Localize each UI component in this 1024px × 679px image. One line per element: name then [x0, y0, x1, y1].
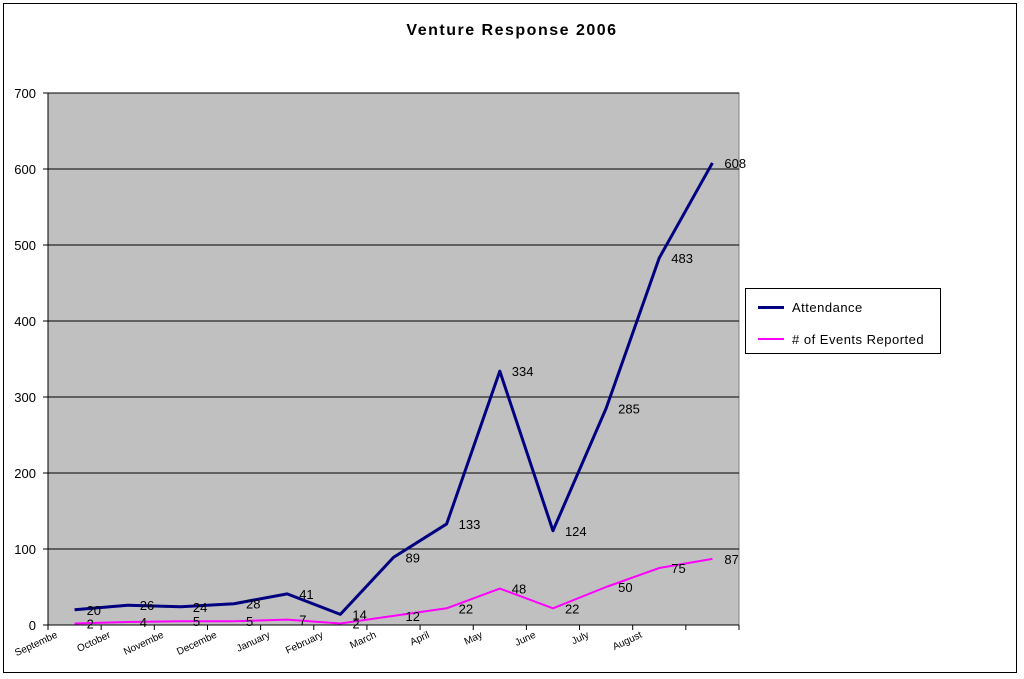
- data-label-attendance: 24: [193, 600, 207, 615]
- data-label-attendance: 14: [352, 607, 366, 622]
- legend-swatch-attendance: [758, 305, 784, 309]
- x-tick-label: July: [570, 630, 591, 647]
- data-label-events: 5: [193, 614, 200, 629]
- legend-item-events: # of Events Reported: [758, 331, 924, 347]
- data-label-events: 2: [87, 616, 94, 631]
- data-label-events: 5: [246, 614, 253, 629]
- data-label-events: 22: [565, 601, 579, 616]
- x-tick-label: October: [76, 629, 113, 654]
- data-label-events: 2: [352, 616, 359, 631]
- legend-item-attendance: Attendance: [758, 299, 863, 315]
- x-tick-label: June: [513, 630, 538, 649]
- legend: Attendance # of Events Reported: [745, 288, 941, 354]
- y-tick-label: 200: [14, 466, 36, 481]
- x-tick-label: Decembe: [175, 630, 219, 658]
- y-tick-label: 400: [14, 314, 36, 329]
- data-label-events: 87: [724, 552, 738, 567]
- data-label-attendance: 334: [512, 364, 534, 379]
- x-tick-label: January: [235, 630, 272, 655]
- y-tick-label: 600: [14, 162, 36, 177]
- data-label-events: 4: [140, 615, 147, 630]
- data-label-attendance: 28: [246, 597, 260, 612]
- x-tick-label: February: [284, 630, 325, 657]
- x-tick-label: April: [409, 630, 432, 648]
- data-label-events: 48: [512, 582, 526, 597]
- data-label-events: 7: [299, 613, 306, 628]
- data-label-attendance: 483: [671, 251, 693, 266]
- y-tick-label: 100: [14, 542, 36, 557]
- chart-title: Venture Response 2006: [406, 22, 618, 39]
- data-label-events: 12: [406, 609, 420, 624]
- x-tick-label: August: [611, 630, 644, 653]
- y-tick-label: 700: [14, 86, 36, 101]
- x-tick-label: May: [463, 630, 485, 648]
- data-label-events: 50: [618, 580, 632, 595]
- legend-label-attendance: Attendance: [792, 299, 863, 315]
- data-label-attendance: 89: [406, 550, 420, 565]
- data-label-events: 22: [459, 601, 473, 616]
- y-tick-label: 500: [14, 238, 36, 253]
- data-label-attendance: 26: [140, 598, 154, 613]
- data-label-attendance: 20: [87, 603, 101, 618]
- y-tick-label: 0: [29, 618, 36, 633]
- x-tick-label: March: [348, 630, 378, 652]
- data-label-events: 75: [671, 561, 685, 576]
- legend-swatch-events: [758, 338, 784, 340]
- plot-area: [47, 92, 740, 626]
- x-tick-label: Septembe: [13, 630, 59, 659]
- data-label-attendance: 41: [299, 587, 313, 602]
- data-label-attendance: 124: [565, 524, 587, 539]
- data-label-attendance: 285: [618, 401, 640, 416]
- data-label-attendance: 608: [724, 156, 746, 171]
- legend-label-events: # of Events Reported: [792, 331, 925, 347]
- x-tick-label: Novembe: [122, 630, 166, 658]
- y-tick-label: 300: [14, 390, 36, 405]
- data-label-attendance: 133: [459, 517, 481, 532]
